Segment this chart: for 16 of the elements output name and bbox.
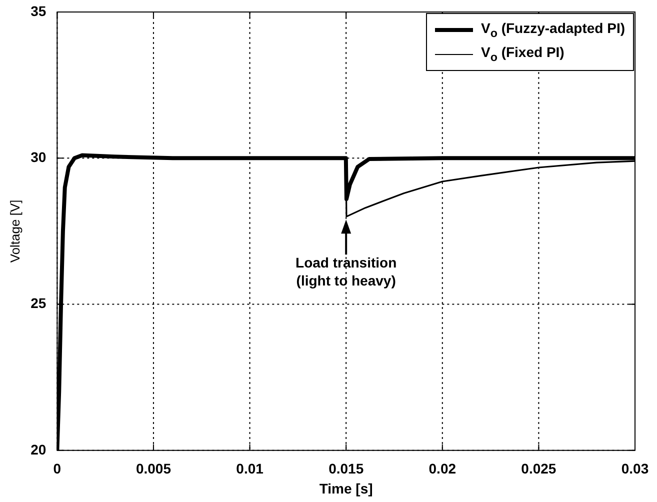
x-tick-label: 0 xyxy=(53,460,62,477)
annotation: Load transition (light to heavy) xyxy=(296,254,397,288)
x-tick-label: 0.03 xyxy=(621,460,649,477)
x-tick-label: 0.01 xyxy=(236,460,264,477)
y-tick-label: 35 xyxy=(30,2,46,19)
x-tick-label: 0.025 xyxy=(521,460,556,477)
x-tick-label: 0.005 xyxy=(136,460,172,477)
x-axis-title: Time [s] xyxy=(319,480,373,496)
x-tick-label: 0.015 xyxy=(328,460,364,477)
y-tick-label: 25 xyxy=(30,295,46,312)
y-tick-label: 30 xyxy=(30,148,46,165)
x-tick-label: 0.02 xyxy=(428,460,456,477)
legend-label: V$_{o}$ (Fuzzy-adapted PI) xyxy=(480,20,625,40)
y-axis-title: Voltage [V] xyxy=(7,200,22,263)
legend-label: V$_{o}$ (Fixed PI) xyxy=(480,44,564,64)
y-tick-label: 20 xyxy=(30,441,46,458)
